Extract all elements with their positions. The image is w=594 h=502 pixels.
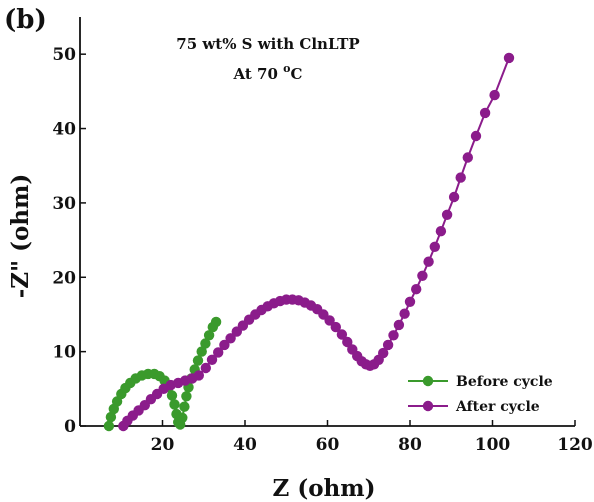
data-point-after-cycle	[330, 321, 341, 333]
subtitle-prefix: At 70	[233, 65, 284, 83]
data-point-after-cycle	[479, 107, 491, 119]
data-point-after-cycle	[429, 241, 440, 252]
data-point-after-cycle	[417, 270, 428, 281]
y-tick-label: 30	[52, 194, 76, 214]
data-point-after-cycle	[455, 172, 466, 183]
data-point-before-cycle	[166, 390, 178, 401]
data-point-before-cycle	[203, 330, 215, 341]
data-point-after-cycle	[219, 339, 230, 351]
data-point-after-cycle	[448, 191, 460, 203]
data-point-after-cycle	[206, 354, 218, 365]
data-point-after-cycle	[225, 333, 236, 344]
data-point-after-cycle	[378, 347, 389, 359]
x-tick-label: 60	[316, 435, 340, 455]
data-point-after-cycle	[435, 226, 447, 237]
data-point-after-cycle	[399, 308, 410, 319]
data-point-before-cycle	[181, 391, 192, 402]
data-point-before-cycle	[105, 411, 117, 423]
legend-marker	[422, 375, 434, 387]
legend-item-after-cycle: After cycle	[408, 399, 540, 415]
legend-marker	[422, 400, 434, 412]
data-point-before-cycle	[169, 399, 180, 410]
chart-subtitle: At 70 oC	[233, 62, 303, 83]
chart-title: 75 wt% S with ClnLTP	[176, 35, 359, 53]
x-axis-label: Z (ohm)	[273, 475, 376, 502]
x-tick-label: 20	[151, 435, 175, 455]
axis-ticks: 20 40 60 80 100 120 0 10 20 30 40 50	[52, 45, 593, 455]
panel-label: (b)	[4, 5, 47, 35]
data-point-before-cycle	[196, 346, 207, 357]
data-point-after-cycle	[193, 370, 204, 381]
x-tick-label: 100	[475, 435, 511, 455]
data-point-after-cycle	[342, 336, 353, 348]
data-point-after-cycle	[423, 256, 434, 267]
data-point-before-cycle	[177, 412, 188, 423]
data-point-before-cycle	[179, 401, 190, 412]
data-point-after-cycle	[393, 319, 405, 331]
legend: Before cycle After cycle	[408, 374, 553, 415]
data-point-after-cycle	[404, 296, 416, 307]
data-point-after-cycle	[200, 362, 211, 374]
x-tick-label: 120	[557, 435, 593, 455]
y-tick-label: 0	[64, 417, 76, 437]
data-point-after-cycle	[503, 52, 515, 64]
data-point-after-cycle	[324, 315, 335, 326]
y-tick-label: 20	[52, 268, 76, 288]
data-point-after-cycle	[336, 329, 348, 340]
series-after-cycle	[118, 52, 515, 432]
data-point-after-cycle	[411, 284, 422, 295]
series-layer	[103, 52, 515, 432]
subtitle-suffix: C	[291, 65, 303, 83]
data-point-after-cycle	[213, 347, 224, 358]
data-point-after-cycle	[462, 152, 473, 163]
y-axis-label: -Z" (ohm)	[7, 174, 34, 299]
data-point-after-cycle	[382, 339, 394, 351]
data-point-after-cycle	[470, 130, 482, 142]
data-point-after-cycle	[441, 209, 453, 220]
series-line-after-cycle	[122, 57, 510, 427]
legend-label: Before cycle	[456, 374, 553, 390]
data-point-before-cycle	[210, 316, 222, 328]
y-tick-label: 50	[52, 45, 76, 65]
data-point-after-cycle	[388, 330, 399, 341]
x-tick-label: 80	[398, 435, 422, 455]
legend-label: After cycle	[455, 399, 540, 415]
data-point-after-cycle	[489, 89, 500, 101]
y-tick-label: 40	[52, 120, 76, 140]
data-point-before-cycle	[192, 355, 204, 366]
x-tick-label: 40	[233, 435, 257, 455]
legend-item-before-cycle: Before cycle	[408, 374, 553, 390]
data-point-before-cycle	[200, 338, 211, 349]
data-point-before-cycle	[103, 420, 115, 432]
subtitle-superscript: o	[283, 62, 290, 75]
y-tick-label: 10	[52, 343, 76, 363]
